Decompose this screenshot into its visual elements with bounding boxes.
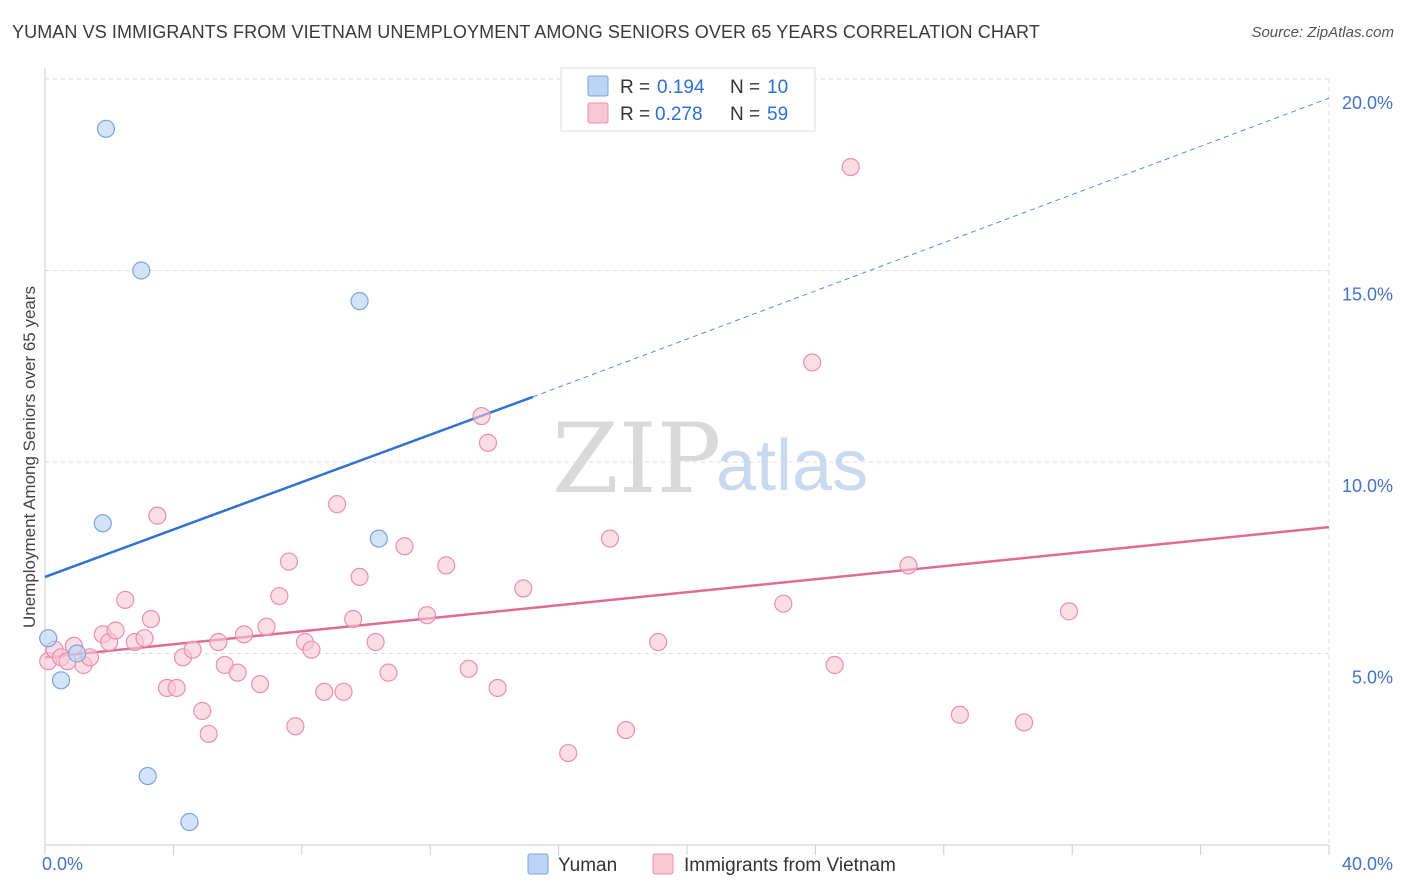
point-vietnam [183,640,202,659]
point-vietnam [950,705,969,724]
point-vietnam [395,537,414,556]
legend-n-value-vietnam: 59 [767,104,788,125]
point-vietnam [774,594,793,613]
point-yuman [39,629,58,648]
point-vietnam [803,353,822,372]
point-yuman [67,644,87,663]
trend-line-vietnam [44,525,1330,659]
point-yuman [138,766,157,786]
point-vietnam [649,632,668,652]
point-vietnam [209,632,228,652]
point-vietnam [167,678,186,698]
source-label: Source: ZipAtlas.com [1251,24,1394,41]
legend-r-value-yuman: 0.194 [657,77,705,98]
chart-title: YUMAN VS IMMIGRANTS FROM VIETNAM UNEMPLO… [12,22,1040,42]
legend-r-label-vietnam: R = [620,104,650,125]
top-legend: R = 0.194 N = 10 R = 0.278 N = 59 [560,67,816,132]
x-tick-label-start: 0.0% [42,854,83,874]
point-yuman [350,292,369,311]
point-vietnam [234,625,254,644]
bottom-legend-swatch-vietnam [652,853,674,875]
watermark: ZIP atlas [552,403,868,515]
trend-layer [44,97,1330,659]
point-vietnam [899,556,918,575]
point-vietnam [437,556,456,575]
point-vietnam [616,720,636,740]
point-vietnam [328,495,347,514]
point-vietnam [315,682,334,701]
point-vietnam [417,606,437,625]
point-vietnam [135,629,154,648]
point-vietnam [559,743,578,763]
trend-line-yuman [44,395,534,579]
point-yuman [93,514,112,533]
axis-layer: 5.0% 10.0% 15.0% 20.0% 0.0% 40.0% [42,68,1393,874]
point-vietnam [459,659,478,678]
point-vietnam [478,433,498,452]
points-layer [39,119,1079,832]
point-vietnam [199,724,218,744]
bottom-legend-label-yuman: Yuman [558,855,617,876]
y-tick-label: 15.0% [1342,285,1393,305]
y-tick-label: 5.0% [1352,668,1393,688]
point-vietnam [279,552,299,571]
point-vietnam [825,655,844,675]
legend-n-value-yuman: 10 [767,77,788,98]
trend-line-yuman-extension [532,97,1330,398]
point-yuman [96,119,116,138]
watermark-atlas: atlas [716,426,868,506]
point-vietnam [270,586,289,606]
point-vietnam [250,675,270,694]
watermark-zip: ZIP [552,403,721,515]
point-vietnam [350,567,369,587]
point-vietnam [344,609,363,629]
y-tick-label: 20.0% [1342,93,1393,113]
point-vietnam [1059,602,1079,621]
point-vietnam [472,406,491,426]
point-vietnam [228,663,247,682]
point-vietnam [286,717,305,736]
point-yuman [180,812,199,832]
legend-swatch-vietnam [587,102,609,124]
point-vietnam [514,579,533,598]
legend-n-label-yuman: N = [730,77,760,98]
legend-r-value-vietnam: 0.278 [655,104,703,125]
point-vietnam [366,632,385,652]
point-vietnam [841,157,860,177]
bottom-legend-label-vietnam: Immigrants from Vietnam [684,855,896,876]
point-vietnam [488,678,507,698]
y-tick-label: 10.0% [1342,476,1393,496]
point-yuman [369,529,388,548]
point-vietnam [106,621,125,640]
bottom-legend: Yuman Immigrants from Vietnam [527,853,896,876]
point-vietnam [116,590,135,609]
point-vietnam [141,609,161,629]
point-vietnam [193,701,212,721]
point-vietnam [257,617,276,636]
point-vietnam [379,663,398,682]
legend-swatch-yuman [587,75,609,97]
point-vietnam [302,640,321,659]
bottom-legend-swatch-yuman [527,853,549,875]
point-yuman [51,671,71,690]
legend-r-label-yuman: R = [620,77,650,98]
point-vietnam [1014,713,1034,732]
point-vietnam [334,682,353,701]
legend-n-label-vietnam: N = [730,104,760,125]
point-yuman [132,261,151,280]
y-axis-label: Unemployment Among Seniors over 65 years [20,286,39,628]
point-vietnam [148,506,167,525]
point-vietnam [600,529,620,548]
x-tick-label-end: 40.0% [1342,854,1393,874]
